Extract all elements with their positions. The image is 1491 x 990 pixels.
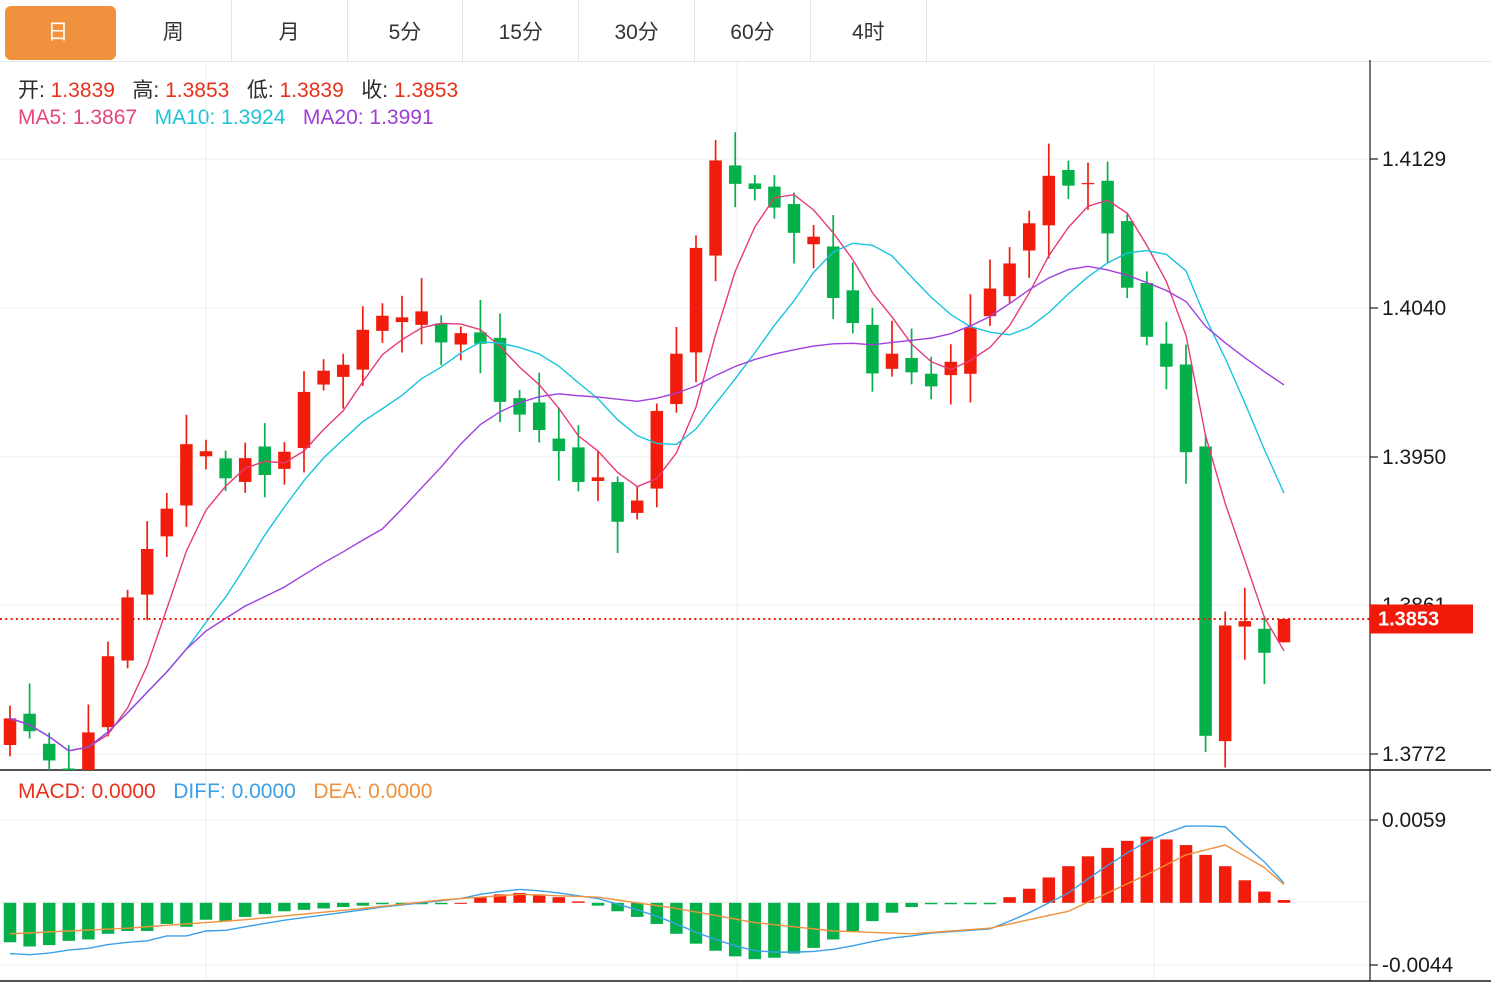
svg-text:0.0059: 0.0059 — [1382, 809, 1446, 832]
svg-text:-0.0044: -0.0044 — [1382, 954, 1454, 977]
svg-text:1.4040: 1.4040 — [1382, 297, 1446, 320]
svg-text:1.3853: 1.3853 — [1378, 609, 1439, 631]
svg-text:1.3950: 1.3950 — [1382, 446, 1446, 469]
svg-text:1.4129: 1.4129 — [1382, 148, 1446, 171]
svg-text:1.3772: 1.3772 — [1382, 743, 1446, 766]
